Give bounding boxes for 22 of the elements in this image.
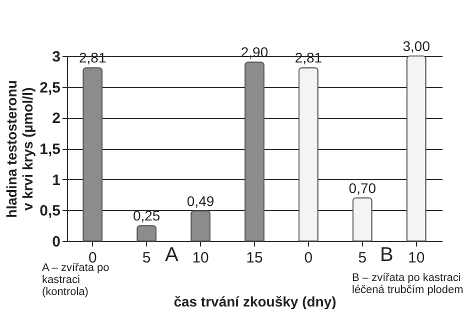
x-tick-label: 10 [192, 250, 209, 266]
data-label: 2,90 [240, 44, 268, 60]
y-tick-label: 1 [52, 172, 60, 189]
y-tick-label: 2 [52, 110, 60, 128]
y-tick-label: 1,5 [40, 141, 60, 158]
x-tick-label: 15 [246, 250, 263, 266]
text: A [165, 244, 178, 266]
x-tick-label: 0 [304, 250, 313, 266]
text: B – zvířata po kastraci léčená trubčím plodem [352, 272, 464, 296]
x-tick-label: 10 [408, 250, 425, 266]
data-label: 0,49 [186, 192, 214, 209]
data-label: 0,25 [132, 208, 160, 224]
y-tick-label: 2,5 [40, 79, 60, 96]
y-tick-label: 0 [52, 234, 60, 250]
y-tick-label: 3 [52, 48, 60, 66]
x-tick-label: 5 [142, 250, 151, 266]
y-axis-title: hladina testosteronu v krvi krys (µmol/l) [4, 80, 36, 218]
y-tick-label: 0,5 [40, 202, 60, 220]
data-label: 3,00 [402, 38, 430, 54]
data-label: 0,70 [348, 180, 376, 196]
text: B [380, 244, 394, 266]
x-tick-label: 5 [358, 250, 367, 266]
